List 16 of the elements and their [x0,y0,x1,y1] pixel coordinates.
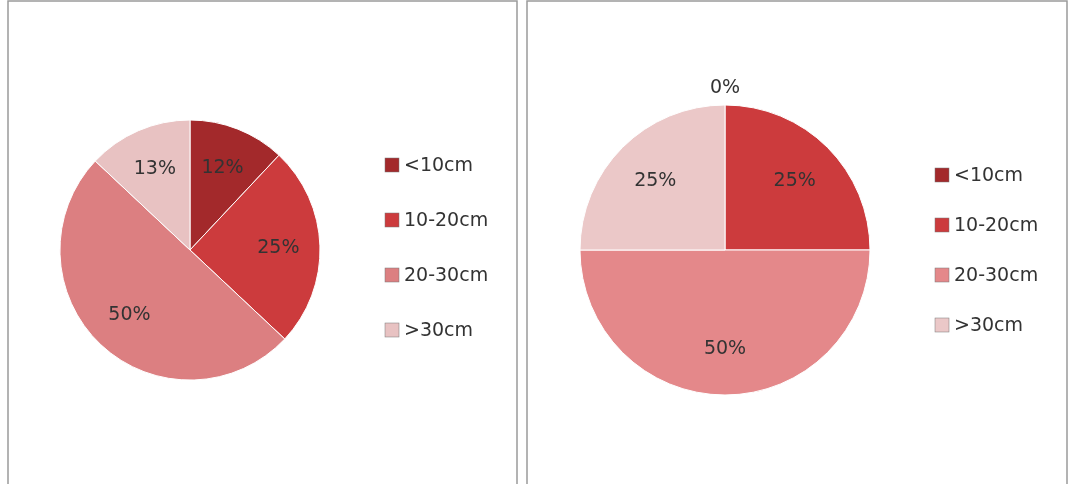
legend-label: 20-30cm [404,262,489,285]
data-label: 50% [108,301,151,324]
legend-label: 10-20cm [404,207,489,230]
legend-label: <10cm [954,162,1024,185]
data-label: 13% [133,156,177,179]
data-label: 50% [703,336,747,359]
data-label: 25% [257,234,300,257]
legend-label: >30cm [954,312,1024,335]
legend-label: <10cm [404,152,474,175]
data-label: 25% [634,167,677,190]
data-label: 25% [773,167,816,190]
text: 0% [709,74,741,97]
data-label: 12% [201,155,244,178]
legend-label: 10-20cm [954,212,1039,235]
legend-label: 20-30cm [954,262,1039,285]
legend-label: >30cm [404,317,474,340]
